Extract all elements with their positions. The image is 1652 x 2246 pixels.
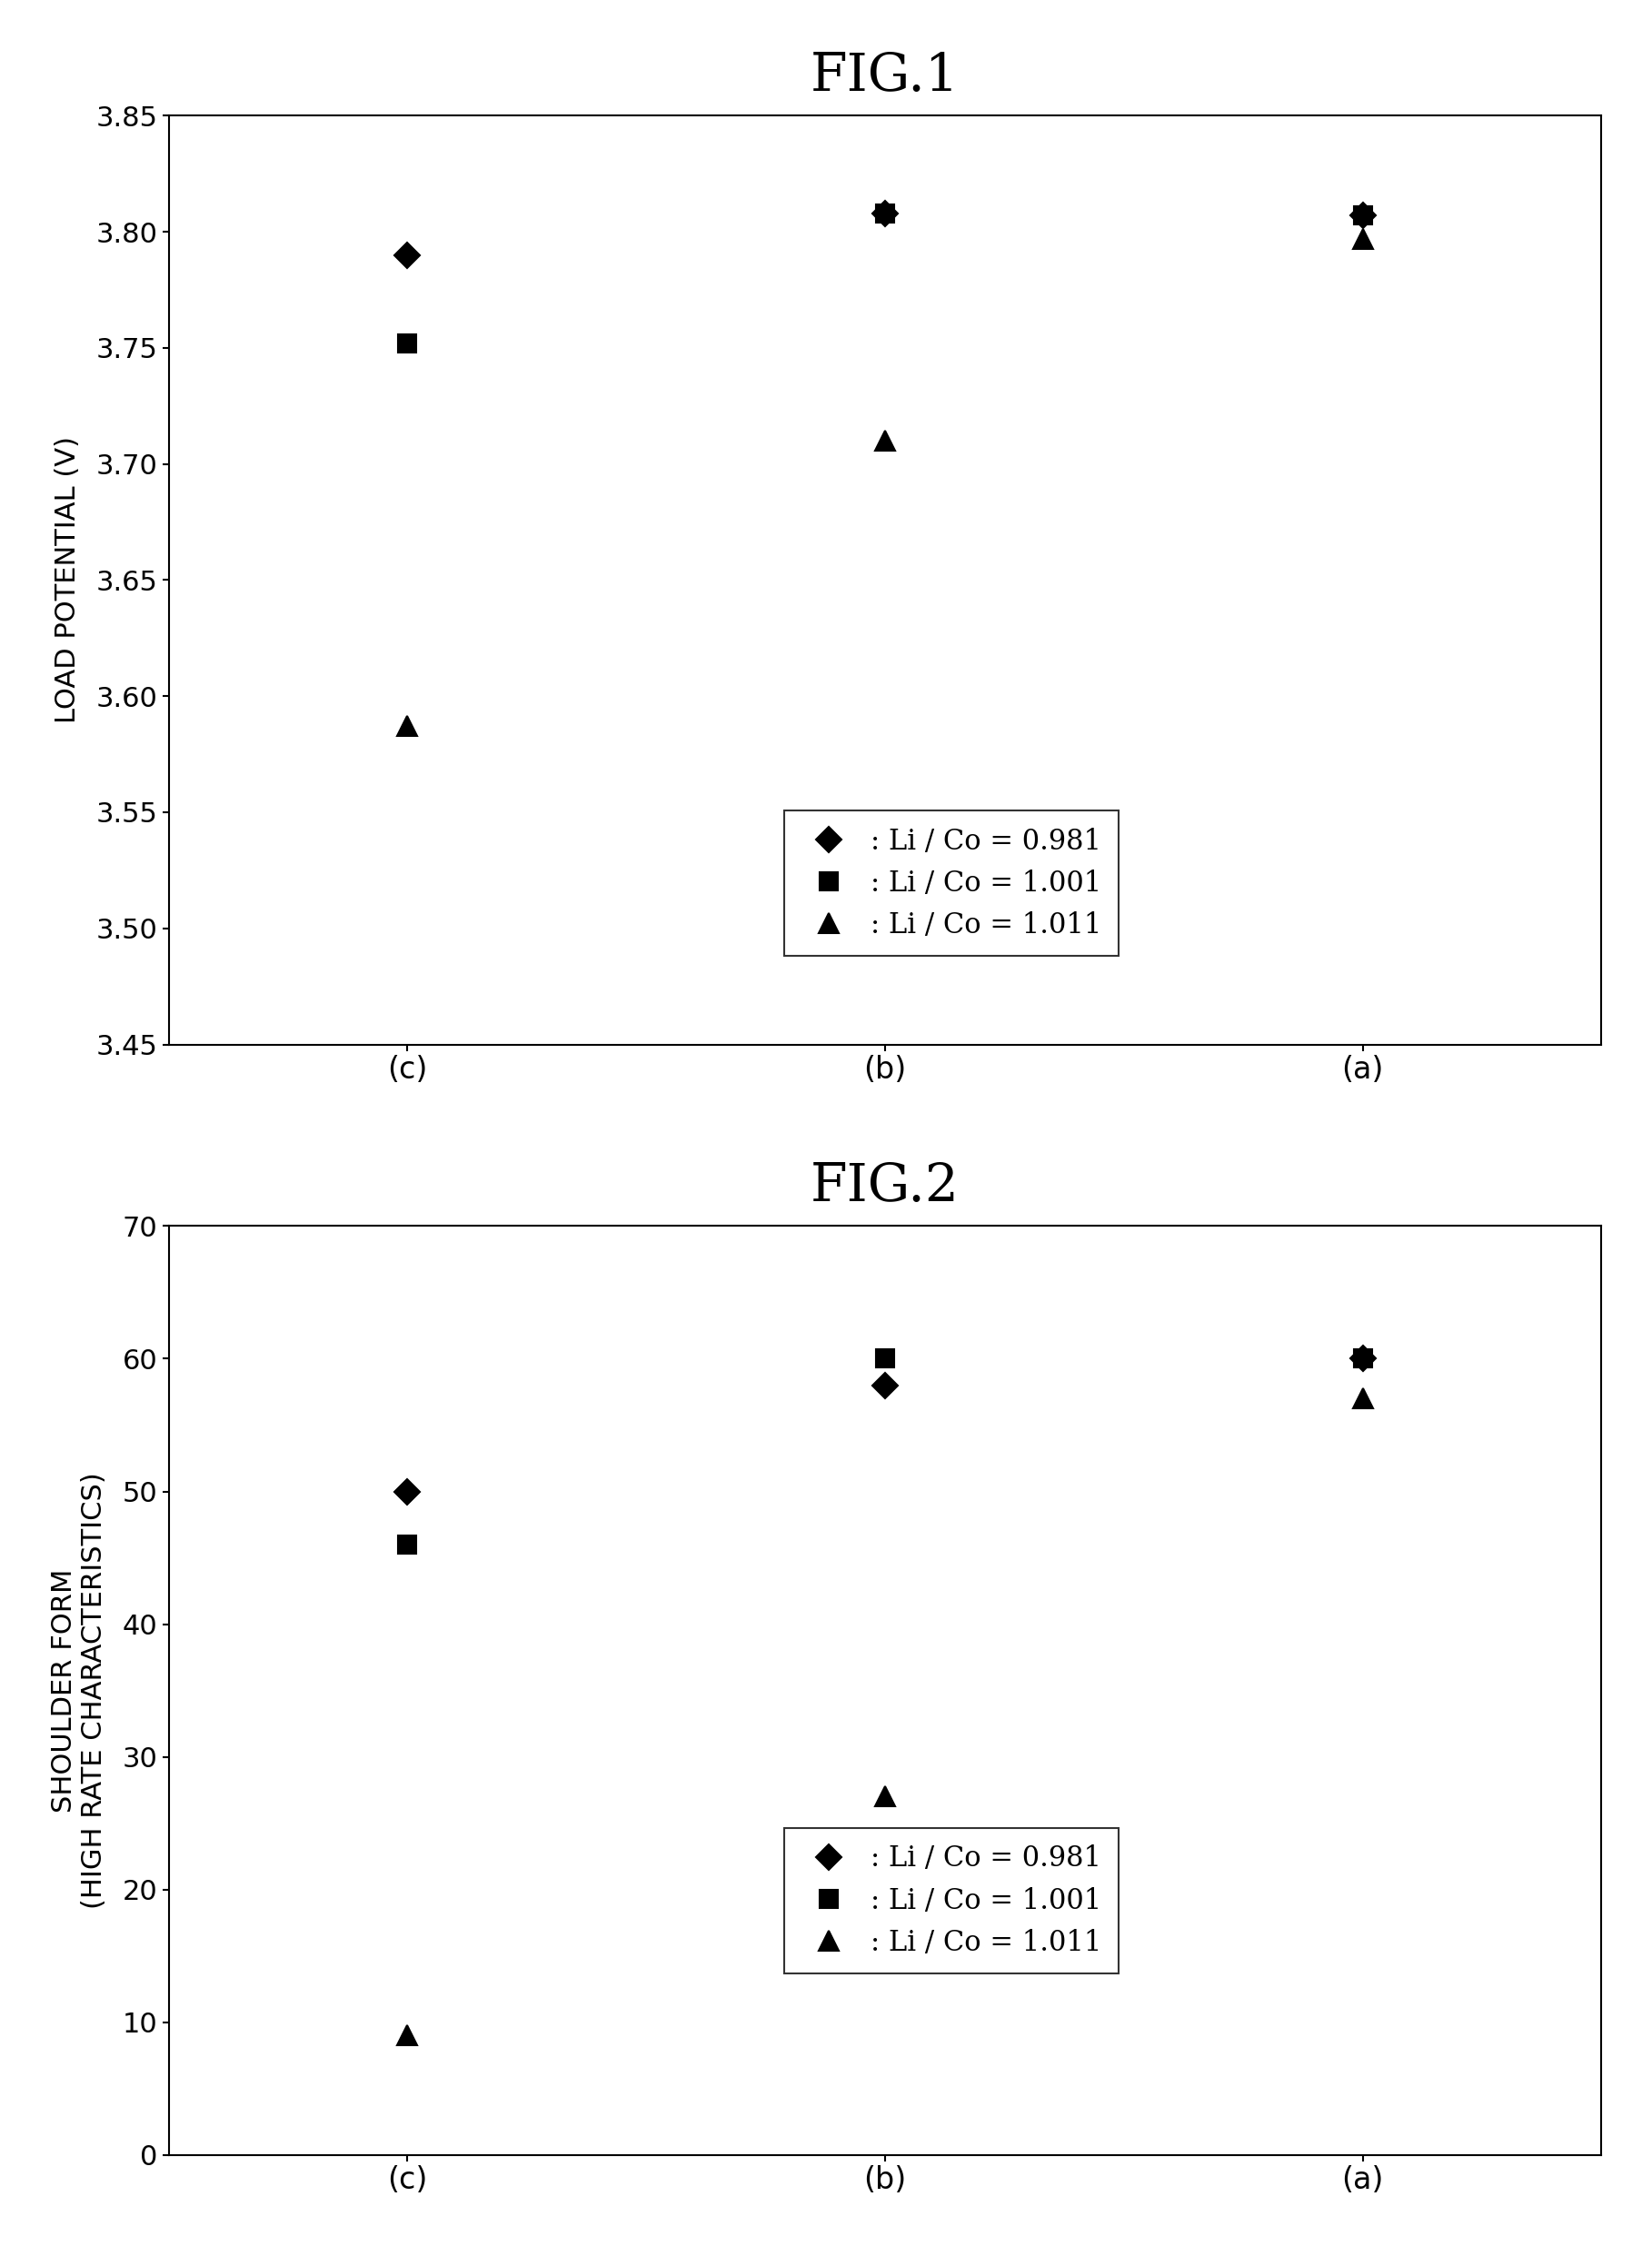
Y-axis label: SHOULDER FORM
(HIGH RATE CHARACTERISTICS): SHOULDER FORM (HIGH RATE CHARACTERISTICS…: [51, 1471, 107, 1909]
Legend: : Li / Co = 0.981, : Li / Co = 1.001, : Li / Co = 1.011: : Li / Co = 0.981, : Li / Co = 1.001, : …: [785, 811, 1118, 957]
Title: FIG.1: FIG.1: [811, 49, 960, 101]
Y-axis label: LOAD POTENTIAL (V): LOAD POTENTIAL (V): [55, 436, 81, 723]
Title: FIG.2: FIG.2: [811, 1161, 960, 1213]
Legend: : Li / Co = 0.981, : Li / Co = 1.001, : Li / Co = 1.011: : Li / Co = 0.981, : Li / Co = 1.001, : …: [785, 1828, 1118, 1974]
